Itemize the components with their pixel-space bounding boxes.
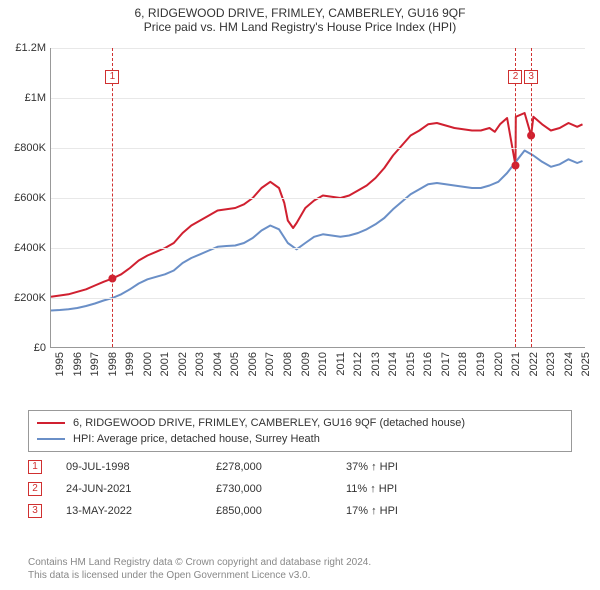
event-delta: 37% ↑ HPI xyxy=(346,461,466,473)
x-axis-tick: 2001 xyxy=(159,352,171,376)
x-axis-tick: 2019 xyxy=(475,352,487,376)
x-axis-tick: 2005 xyxy=(229,352,241,376)
x-axis-tick: 2008 xyxy=(282,352,294,376)
x-axis-tick: 2023 xyxy=(545,352,557,376)
x-axis-tick: 2020 xyxy=(493,352,505,376)
footer-line-1: Contains HM Land Registry data © Crown c… xyxy=(28,556,572,569)
event-marker-line xyxy=(112,48,113,347)
legend-row: 6, RIDGEWOOD DRIVE, FRIMLEY, CAMBERLEY, … xyxy=(37,415,563,431)
x-axis-tick: 2012 xyxy=(352,352,364,376)
title-line-1: 6, RIDGEWOOD DRIVE, FRIMLEY, CAMBERLEY, … xyxy=(10,6,590,20)
series-line xyxy=(51,151,583,311)
legend-swatch xyxy=(37,438,65,440)
event-delta: 11% ↑ HPI xyxy=(346,483,466,495)
x-axis-tick: 2007 xyxy=(264,352,276,376)
event-number-box: 1 xyxy=(28,460,42,474)
x-axis-tick: 2002 xyxy=(177,352,189,376)
legend-label: 6, RIDGEWOOD DRIVE, FRIMLEY, CAMBERLEY, … xyxy=(73,417,465,429)
event-marker-line xyxy=(515,48,516,347)
chart: 1 23 £0 £200K £400K £600K £800K £1M £1.2M 1995 19… xyxy=(0,38,600,408)
footer-line-2: This data is licensed under the Open Gov… xyxy=(28,569,572,582)
x-axis-tick: 2021 xyxy=(510,352,522,376)
x-axis-tick: 2017 xyxy=(440,352,452,376)
event-date: 24-JUN-2021 xyxy=(66,483,216,495)
event-price: £278,000 xyxy=(216,461,346,473)
event-price: £850,000 xyxy=(216,505,346,517)
x-axis-tick: 2016 xyxy=(422,352,434,376)
event-marker-box: 2 xyxy=(508,70,522,84)
event-marker-box: 3 xyxy=(524,70,538,84)
y-axis-tick: £600K xyxy=(0,192,46,204)
x-axis-tick: 2006 xyxy=(247,352,259,376)
x-axis-tick: 2022 xyxy=(528,352,540,376)
x-axis-tick: 1995 xyxy=(54,352,66,376)
legend-swatch xyxy=(37,422,65,424)
event-number-box: 3 xyxy=(28,504,42,518)
event-delta: 17% ↑ HPI xyxy=(346,505,466,517)
x-axis-tick: 2010 xyxy=(317,352,329,376)
table-row: 1 09-JUL-1998 £278,000 37% ↑ HPI xyxy=(28,456,572,478)
x-axis-tick: 2024 xyxy=(563,352,575,376)
chart-title: 6, RIDGEWOOD DRIVE, FRIMLEY, CAMBERLEY, … xyxy=(0,0,600,36)
y-axis-tick: £1M xyxy=(0,92,46,104)
x-axis-tick: 1998 xyxy=(107,352,119,376)
series-line xyxy=(51,113,583,297)
legend-row: HPI: Average price, detached house, Surr… xyxy=(37,431,563,447)
y-axis-tick: £200K xyxy=(0,292,46,304)
x-axis-tick: 1996 xyxy=(72,352,84,376)
x-axis-tick: 2000 xyxy=(142,352,154,376)
plot-area: 1 23 xyxy=(50,48,585,348)
x-axis-tick: 2018 xyxy=(457,352,469,376)
event-date: 13-MAY-2022 xyxy=(66,505,216,517)
x-axis-tick: 2014 xyxy=(387,352,399,376)
y-axis-tick: £1.2M xyxy=(0,42,46,54)
table-row: 2 24-JUN-2021 £730,000 11% ↑ HPI xyxy=(28,478,572,500)
event-marker-line xyxy=(531,48,532,347)
y-axis-tick: £400K xyxy=(0,242,46,254)
x-axis-tick: 2025 xyxy=(580,352,592,376)
event-price: £730,000 xyxy=(216,483,346,495)
x-axis-tick: 2004 xyxy=(212,352,224,376)
event-marker-box: 1 xyxy=(105,70,119,84)
x-axis-tick: 2015 xyxy=(405,352,417,376)
x-axis-tick: 1999 xyxy=(124,352,136,376)
y-axis-tick: £800K xyxy=(0,142,46,154)
x-axis-tick: 2003 xyxy=(194,352,206,376)
events-table: 1 09-JUL-1998 £278,000 37% ↑ HPI 2 24-JU… xyxy=(28,456,572,522)
footer-attribution: Contains HM Land Registry data © Crown c… xyxy=(28,556,572,582)
x-axis-tick: 2013 xyxy=(370,352,382,376)
event-date: 09-JUL-1998 xyxy=(66,461,216,473)
legend-label: HPI: Average price, detached house, Surr… xyxy=(73,433,320,445)
x-axis-tick: 1997 xyxy=(89,352,101,376)
x-axis-tick: 2009 xyxy=(300,352,312,376)
title-line-2: Price paid vs. HM Land Registry's House … xyxy=(10,20,590,34)
y-axis-tick: £0 xyxy=(0,342,46,354)
table-row: 3 13-MAY-2022 £850,000 17% ↑ HPI xyxy=(28,500,572,522)
event-number-box: 2 xyxy=(28,482,42,496)
legend: 6, RIDGEWOOD DRIVE, FRIMLEY, CAMBERLEY, … xyxy=(28,410,572,452)
x-axis-tick: 2011 xyxy=(335,352,347,376)
